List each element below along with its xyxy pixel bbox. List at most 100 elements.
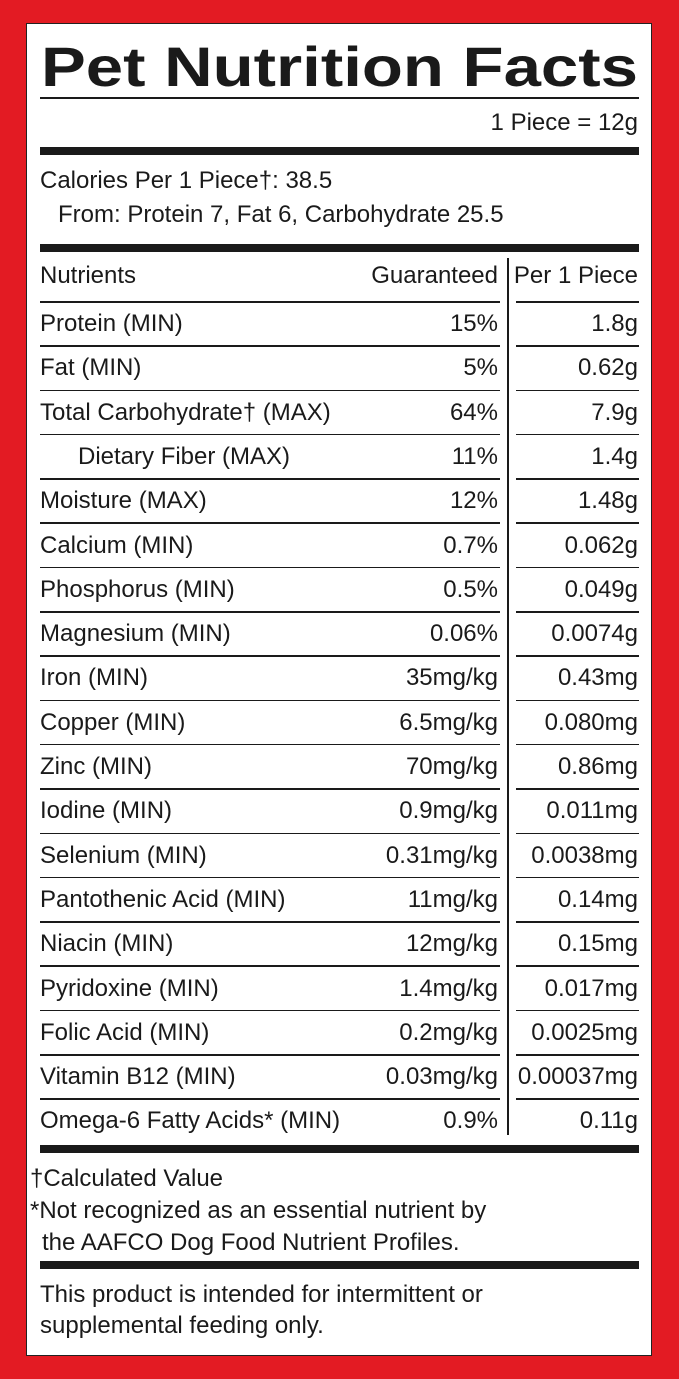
nutrient-name: Vitamin B12 (MIN) bbox=[40, 1063, 236, 1091]
guaranteed-value: 5% bbox=[463, 354, 498, 382]
footnote: *Not recognized as an essential nutrient… bbox=[30, 1197, 487, 1225]
per-piece-value: 0.15mg bbox=[557, 930, 638, 958]
row-divider bbox=[40, 832, 500, 835]
per-piece-value: 0.080mg bbox=[544, 708, 638, 736]
nutrient-name: Folic Acid (MIN) bbox=[40, 1018, 210, 1046]
per-piece-value: 0.86mg bbox=[557, 753, 638, 780]
guaranteed-value: 15% bbox=[449, 310, 498, 337]
guaranteed-value: 0.06% bbox=[429, 620, 498, 648]
title-rule bbox=[40, 97, 639, 99]
row-divider bbox=[516, 655, 639, 657]
row-divider bbox=[516, 611, 639, 613]
row-divider bbox=[516, 1098, 639, 1100]
thick-rule bbox=[40, 1261, 639, 1270]
nutrient-name: Selenium (MIN) bbox=[40, 841, 207, 869]
row-divider bbox=[516, 921, 639, 923]
per-piece-value: 1.8g bbox=[591, 310, 638, 337]
nutrient-name: Moisture (MAX) bbox=[40, 487, 207, 515]
per-piece-value: 7.9g bbox=[591, 398, 638, 426]
row-divider bbox=[40, 699, 500, 702]
row-divider bbox=[40, 788, 500, 790]
row-divider bbox=[40, 1098, 500, 1100]
guaranteed-value: 6.5mg/kg bbox=[399, 708, 498, 736]
guaranteed-value: 0.03mg/kg bbox=[385, 1063, 498, 1091]
per-piece-value: 0.062g bbox=[564, 531, 638, 559]
thick-rule bbox=[40, 244, 639, 252]
guaranteed-value: 0.2mg/kg bbox=[399, 1018, 498, 1046]
per-piece-value: 1.4g bbox=[591, 442, 638, 470]
calories: Calories Per 1 Piece†: 38.5 bbox=[40, 167, 333, 194]
column-divider bbox=[507, 258, 509, 1136]
guaranteed-value: 0.5% bbox=[443, 575, 498, 603]
thick-rule bbox=[40, 147, 639, 155]
row-divider bbox=[516, 1054, 639, 1056]
nutrient-name: Pyridoxine (MIN) bbox=[40, 974, 219, 1002]
row-divider bbox=[40, 965, 500, 967]
guaranteed-value: 64% bbox=[449, 398, 498, 426]
table-header: Per 1 Piece bbox=[513, 262, 638, 289]
row-divider bbox=[516, 788, 639, 790]
guaranteed-value: 11% bbox=[451, 442, 498, 470]
per-piece-value: 0.62g bbox=[577, 354, 638, 382]
guaranteed-value: 12mg/kg bbox=[405, 930, 498, 958]
row-divider bbox=[516, 301, 639, 303]
per-piece-value: 0.049g bbox=[564, 575, 638, 603]
serving-size: 1 Piece = 12g bbox=[490, 109, 638, 136]
row-divider bbox=[516, 743, 639, 746]
nutrient-name: Protein (MIN) bbox=[40, 310, 183, 337]
row-divider bbox=[516, 876, 639, 879]
per-piece-value: 0.011mg bbox=[546, 797, 638, 825]
table-header: Guaranteed bbox=[371, 262, 498, 289]
nutrient-name: Copper (MIN) bbox=[40, 708, 186, 736]
nutrient-name: Iodine (MIN) bbox=[40, 797, 173, 825]
per-piece-value: 0.0025mg bbox=[531, 1018, 638, 1046]
table-header: Nutrients bbox=[40, 262, 137, 289]
feeding-note: This product is intended for intermitten… bbox=[40, 1281, 483, 1309]
row-divider bbox=[516, 478, 639, 480]
nutrient-name: Phosphorus (MIN) bbox=[40, 575, 235, 603]
row-divider bbox=[516, 965, 639, 967]
row-divider bbox=[516, 832, 639, 835]
guaranteed-value: 0.7% bbox=[443, 531, 498, 559]
per-piece-value: 0.43mg bbox=[557, 664, 638, 692]
footnote: †Calculated Value bbox=[30, 1165, 224, 1193]
title: Pet Nutrition Facts bbox=[41, 35, 638, 98]
footnote: the AAFCO Dog Food Nutrient Profiles. bbox=[42, 1229, 460, 1257]
guaranteed-value: 12% bbox=[449, 487, 498, 515]
nutrient-name: Iron (MIN) bbox=[40, 664, 148, 692]
row-divider bbox=[40, 655, 500, 657]
nutrient-name: Pantothenic Acid (MIN) bbox=[40, 885, 286, 913]
row-divider bbox=[40, 389, 500, 392]
guaranteed-value: 35mg/kg bbox=[405, 664, 498, 692]
nutrient-name: Fat (MIN) bbox=[40, 354, 142, 382]
guaranteed-value: 0.9mg/kg bbox=[399, 797, 498, 825]
per-piece-value: 0.0074g bbox=[551, 620, 638, 648]
calories-from: From: Protein 7, Fat 6, Carbohydrate 25.… bbox=[58, 201, 504, 228]
nutrient-name: Dietary Fiber (MAX) bbox=[78, 442, 291, 470]
row-divider bbox=[40, 611, 500, 613]
row-divider bbox=[516, 389, 639, 392]
row-divider bbox=[40, 921, 500, 923]
nutrient-name: Zinc (MIN) bbox=[40, 753, 152, 780]
row-divider bbox=[40, 478, 500, 480]
nutrient-name: Total Carbohydrate† (MAX) bbox=[40, 398, 331, 426]
row-divider bbox=[516, 566, 639, 569]
per-piece-value: 0.14mg bbox=[557, 885, 638, 913]
nutrient-name: Niacin (MIN) bbox=[40, 930, 174, 958]
per-piece-value: 0.11g bbox=[579, 1107, 638, 1135]
per-piece-value: 0.00037mg bbox=[517, 1063, 638, 1091]
guaranteed-value: 0.31mg/kg bbox=[385, 841, 498, 869]
per-piece-value: 1.48g bbox=[577, 487, 638, 515]
nutrient-name: Omega-6 Fatty Acids* (MIN) bbox=[40, 1107, 341, 1135]
title-svg: Pet Nutrition Facts bbox=[41, 35, 638, 98]
guaranteed-value: 70mg/kg bbox=[405, 753, 498, 780]
nutrient-name: Magnesium (MIN) bbox=[40, 620, 231, 648]
guaranteed-value: 0.9% bbox=[443, 1107, 498, 1135]
row-divider bbox=[516, 345, 639, 347]
nutrient-name: Calcium (MIN) bbox=[40, 531, 194, 559]
row-divider bbox=[516, 522, 639, 524]
row-divider bbox=[40, 301, 500, 303]
row-divider bbox=[40, 433, 500, 436]
thick-rule bbox=[40, 1145, 639, 1154]
